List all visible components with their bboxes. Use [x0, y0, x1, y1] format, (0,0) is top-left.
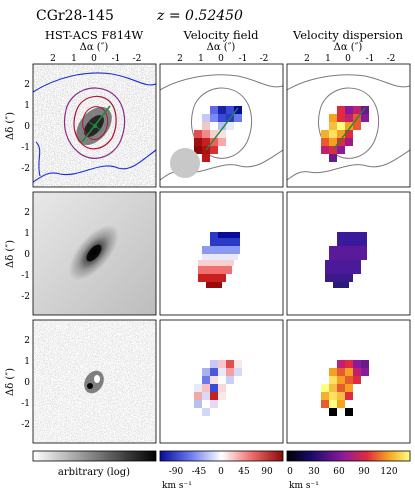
tick-label: 2: [177, 54, 183, 64]
tick-label: 1: [71, 54, 77, 64]
top-tick-labels: 2 1 0 -1 -2 2 1 0 -1 -2 2 1 0 -1 -2: [50, 54, 395, 64]
tick-label: -2: [21, 292, 30, 302]
colorbar-dispersion: 0 30 60 90 120 km s⁻¹: [286, 450, 411, 491]
tick-label: 1: [24, 101, 30, 111]
colorbar-tick: 45: [238, 467, 250, 477]
panel-dispersion-model: [287, 192, 410, 315]
ylabel-row2: Δδ (″): [5, 240, 16, 268]
tick-label: 0: [24, 378, 30, 388]
col-title-hst: HST-ACS F814W: [45, 28, 144, 42]
colorbar-velocity-unit: km s⁻¹: [162, 481, 192, 491]
panel-frame: [286, 319, 411, 444]
ylabel-row3: Δδ (″): [5, 368, 16, 396]
panel-hst-residual: [33, 320, 156, 443]
panel-frame: [159, 191, 284, 316]
colorbar-dispersion-unit: km s⁻¹: [289, 481, 319, 491]
panel-frame: [32, 63, 157, 188]
tick-label: 0: [218, 54, 224, 64]
contour-blue: [33, 72, 156, 183]
tick-label: -2: [21, 164, 30, 174]
xlabel-dispersion: Δα (″): [334, 42, 363, 53]
colorbar-image-label: arbitrary (log): [58, 467, 130, 478]
psf-circle: [170, 148, 200, 178]
colorbar-velocity: -90 -45 0 45 90 km s⁻¹: [159, 450, 284, 491]
col-title-velocity: Velocity field: [182, 28, 259, 42]
tick-label: -2: [21, 420, 30, 430]
tick-label: 2: [24, 80, 30, 90]
tick-label: -2: [133, 54, 142, 64]
tick-label: 1: [24, 229, 30, 239]
tick-label: 1: [325, 54, 331, 64]
colorbar-image: arbitrary (log): [32, 450, 157, 478]
tick-label: 0: [91, 54, 97, 64]
panel-hst-model: [33, 192, 156, 315]
tick-label: -1: [239, 54, 248, 64]
xlabel-velocity: Δα (″): [207, 42, 236, 53]
object-name: CGr28-145: [36, 8, 114, 24]
tick-label: -2: [387, 54, 396, 64]
panel-hst-observed: [33, 64, 156, 187]
panel-velocity-residual: [160, 320, 283, 443]
panel-frame: [159, 63, 284, 188]
colorbar-tick: -45: [192, 467, 207, 477]
tick-label: 2: [50, 54, 56, 64]
colorbar-tick: 60: [333, 467, 345, 477]
colorbar-tick: 0: [218, 467, 224, 477]
y-axis-labels: Δδ (″) Δδ (″) Δδ (″): [5, 112, 16, 396]
y-tick-labels: 2 1 0 -1 -2 2 1 0 -1 -2 2 1 0 -1 -2: [21, 80, 30, 430]
panel-frame: [159, 319, 284, 444]
col-title-dispersion: Velocity dispersion: [292, 28, 404, 42]
contour-red-inner: [82, 106, 109, 140]
colorbar-tick: 90: [261, 467, 273, 477]
tick-label: -2: [260, 54, 269, 64]
colorbar-tick: 90: [358, 467, 370, 477]
tick-label: -1: [21, 143, 30, 153]
panel-dispersion-observed: [287, 64, 410, 187]
tick-label: 0: [24, 122, 30, 132]
tick-label: -1: [21, 399, 30, 409]
tick-label: -1: [366, 54, 375, 64]
tick-label: 2: [24, 336, 30, 346]
xlabel-hst: Δα (″): [80, 42, 109, 53]
tick-label: 0: [24, 250, 30, 260]
tick-label: 1: [198, 54, 204, 64]
tick-label: -1: [21, 271, 30, 281]
colorbar-tick: 30: [308, 467, 320, 477]
redshift-label: z = 0.52450: [156, 8, 243, 24]
colorbar-tick: -90: [169, 467, 184, 477]
tick-label: 1: [24, 357, 30, 367]
tick-label: 0: [345, 54, 351, 64]
panel-frame: [32, 319, 157, 444]
major-axis-line: [81, 105, 111, 143]
tick-label: -1: [112, 54, 121, 64]
contour-red-outer: [73, 95, 117, 150]
panel-velocity-model: [160, 192, 283, 315]
panel-frame: [32, 191, 157, 316]
tick-label: 2: [24, 208, 30, 218]
panel-frame: [286, 191, 411, 316]
tick-label: 2: [304, 54, 310, 64]
ylabel-row1: Δδ (″): [5, 112, 16, 140]
panel-frame: [286, 63, 411, 188]
colorbar-tick: 120: [380, 467, 397, 477]
panel-velocity-observed: [160, 64, 283, 187]
colorbar-tick: 0: [287, 467, 293, 477]
contour-purple: [63, 87, 126, 159]
panel-dispersion-residual: [287, 320, 410, 443]
